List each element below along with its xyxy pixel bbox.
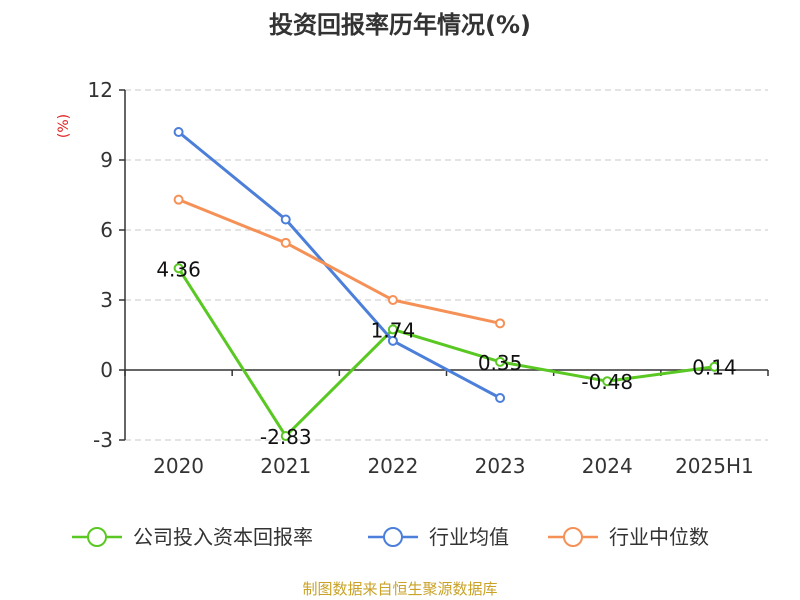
gridlines	[125, 89, 768, 441]
legend: 公司投入资本回报率 行业均值 行业中位数	[72, 525, 709, 549]
y-tick-label: -3	[93, 428, 113, 452]
axes: -3 0 3 6 9 12 2020 2021 2022 2023 2024 2025H1	[88, 78, 769, 478]
data-label: 1.74	[371, 318, 416, 342]
data-label: -2.83	[260, 425, 312, 449]
y-axis-unit: (%)	[56, 114, 72, 138]
chart-title: 投资回报率历年情况(%)	[269, 11, 531, 39]
legend-label: 公司投入资本回报率	[133, 525, 313, 549]
data-label: -0.48	[581, 370, 633, 394]
legend-swatch-marker	[87, 527, 107, 547]
series-lines	[173, 127, 720, 442]
legend-swatch-marker	[563, 527, 583, 547]
data-point	[173, 263, 184, 274]
data-point	[602, 376, 613, 387]
data-point	[173, 194, 184, 205]
y-tick-label: 9	[100, 148, 113, 172]
data-point	[280, 237, 291, 248]
data-point	[709, 361, 720, 372]
y-tick-label: 6	[100, 218, 113, 242]
data-label: 0.35	[478, 351, 523, 375]
data-point	[495, 356, 506, 367]
data-point	[387, 295, 398, 305]
data-point	[387, 324, 398, 335]
series-line	[178, 198, 501, 325]
data-point	[495, 393, 506, 403]
series-line	[177, 130, 501, 400]
data-point	[280, 214, 291, 225]
y-tick-label: 3	[100, 288, 113, 312]
data-point	[173, 127, 184, 137]
x-tick-label: 2020	[153, 454, 204, 478]
data-point	[387, 335, 398, 346]
y-tick-label: 12	[88, 78, 113, 102]
x-tick-label: 2025H1	[675, 454, 754, 478]
data-label: 0.14	[692, 356, 737, 380]
data-label: 4.36	[156, 257, 201, 281]
x-tick-label: 2023	[475, 454, 526, 478]
data-point	[495, 318, 506, 329]
series-line	[177, 267, 715, 438]
legend-label: 行业均值	[429, 525, 509, 549]
x-tick-label: 2024	[582, 454, 633, 478]
x-tick-label: 2021	[260, 454, 311, 478]
x-tick-label: 2022	[367, 454, 418, 478]
source-note: 制图数据来自恒生聚源数据库	[302, 580, 497, 598]
y-tick-label: 0	[100, 358, 113, 382]
legend-label: 行业中位数	[609, 525, 709, 549]
data-labels: 4.36 -2.83 1.74 0.35 -0.48 0.14	[156, 257, 736, 449]
data-point	[280, 431, 291, 442]
legend-swatch-marker	[383, 527, 403, 547]
